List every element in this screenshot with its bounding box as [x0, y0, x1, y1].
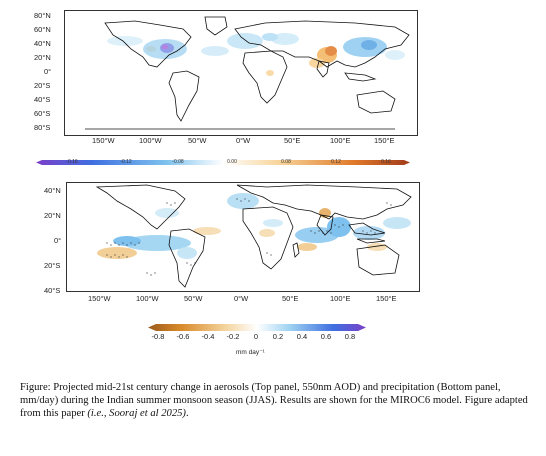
top-colorbar-tick: -0.12 — [120, 159, 132, 165]
top-colorbar-tick: -0.16 — [66, 159, 78, 165]
caption-text: Figure: Projected mid-21st century chang… — [20, 382, 528, 419]
bottom-colorbar-tick: -0.6 — [176, 332, 190, 341]
top-lon-label: 100°E — [330, 136, 351, 145]
bottom-lat-label: 40°S — [44, 286, 61, 295]
aod-decrease-regions — [107, 33, 405, 60]
bottom-precip-map — [66, 182, 420, 292]
top-lat-label: 60°S — [34, 109, 51, 118]
top-aod-map — [64, 10, 418, 136]
bottom-lat-label: 40°N — [44, 186, 61, 195]
top-lon-label: 50°E — [284, 136, 301, 145]
bottom-colorbar-tick: 0.6 — [320, 332, 332, 341]
top-lat-label: 80°N — [34, 11, 51, 20]
top-colorbar-tick: 0.16 — [381, 159, 391, 165]
bottom-lat-label: 0° — [54, 236, 62, 245]
bottom-lon-label: 150°W — [88, 294, 111, 303]
top-lon-label: 150°W — [92, 136, 115, 145]
top-lon-label: 0°W — [236, 136, 251, 145]
bottom-lon-label: 50°E — [282, 294, 299, 303]
top-colorbar — [36, 152, 410, 165]
bottom-colorbar-tick: 0 — [253, 332, 259, 341]
bottom-lon-label: 100°W — [136, 294, 159, 303]
bottom-colorbar-tick: 0.2 — [272, 332, 284, 341]
bottom-colorbar-tick: -0.2 — [226, 332, 240, 341]
caption-citation: (i.e., Sooraj et al 2025) — [87, 407, 186, 419]
bottom-map-svg — [95, 184, 412, 288]
top-colorbar-tick: 0.12 — [331, 159, 341, 165]
precip-decrease-regions — [97, 208, 387, 259]
precip-increase-regions — [113, 193, 411, 259]
significance-stippling — [106, 198, 392, 276]
bottom-lon-label: 100°E — [330, 294, 351, 303]
coastlines — [85, 16, 410, 130]
colorbar-unit-label: mm day⁻¹ — [236, 349, 265, 356]
coastlines — [95, 184, 412, 288]
bottom-colorbar — [148, 318, 366, 331]
top-lon-label: 50°W — [188, 136, 207, 145]
top-lat-label: 40°S — [34, 95, 51, 104]
bottom-lon-label: 0°W — [234, 294, 249, 303]
top-lat-label: 80°S — [34, 123, 51, 132]
top-lat-label: 40°N — [34, 39, 51, 48]
bottom-colorbar-tick: -0.4 — [201, 332, 215, 341]
top-lat-label: 20°S — [34, 81, 51, 90]
bottom-colorbar-tick: -0.8 — [151, 332, 165, 341]
figure-caption: Figure: Projected mid-21st century chang… — [20, 382, 538, 420]
bottom-colorbar-svg — [148, 324, 366, 331]
top-lat-label: 0° — [44, 67, 52, 76]
top-lon-label: 150°E — [374, 136, 395, 145]
bottom-colorbar-tick: 0.8 — [344, 332, 356, 341]
bottom-lon-label: 50°W — [184, 294, 203, 303]
top-lat-label: 20°N — [34, 53, 51, 62]
top-colorbar-svg — [36, 160, 410, 165]
bottom-lon-label: 150°E — [376, 294, 397, 303]
bottom-colorbar-tick: 0.4 — [296, 332, 308, 341]
top-colorbar-tick: 0.08 — [281, 159, 291, 165]
top-colorbar-tick: 0.00 — [227, 159, 237, 165]
top-lat-label: 60°N — [34, 25, 51, 34]
bottom-lat-label: 20°N — [44, 211, 61, 220]
top-colorbar-tick: -0.08 — [172, 159, 184, 165]
top-map-svg — [85, 16, 410, 130]
top-lon-label: 100°W — [139, 136, 162, 145]
bottom-lat-label: 20°S — [44, 261, 61, 270]
caption-end: . — [185, 407, 189, 419]
